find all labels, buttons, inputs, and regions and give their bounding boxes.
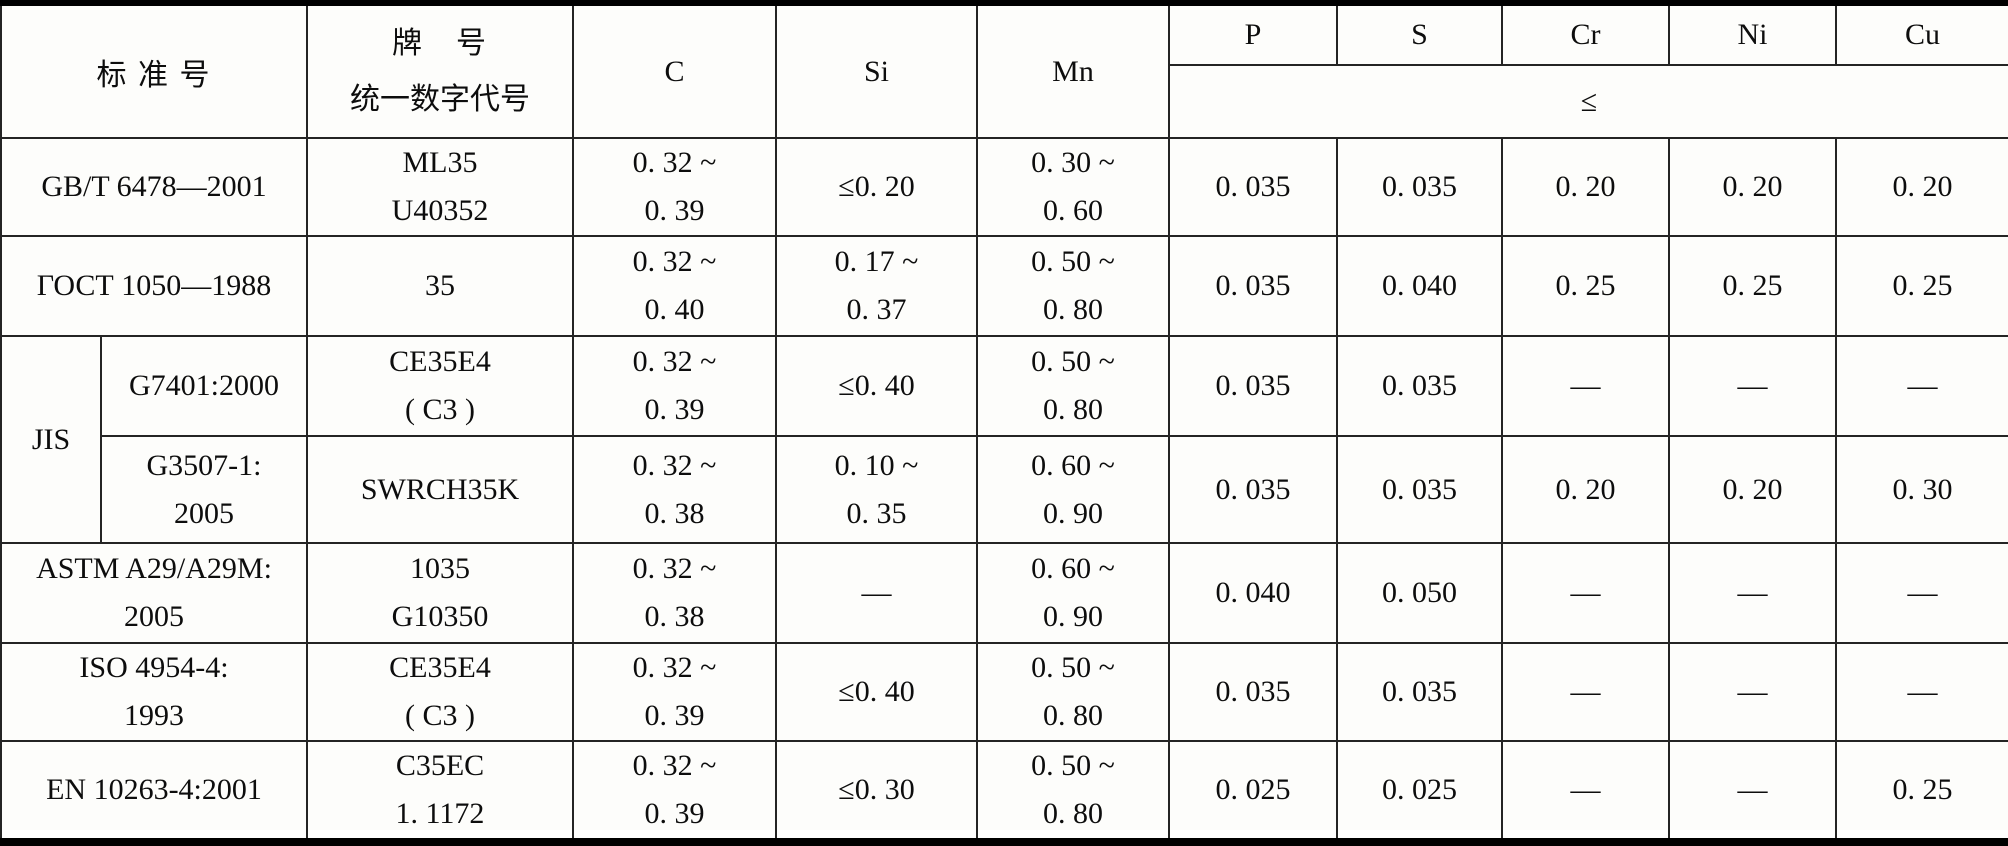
cell-s: 0. 035 xyxy=(1336,335,1503,437)
cell-standard: ГОСТ 1050—1988 xyxy=(0,235,308,337)
cell-standard: G3507-1: 2005 xyxy=(100,435,308,544)
cell-mn: 0. 50 ~ 0. 80 xyxy=(976,642,1170,742)
header-grade-line1: 牌 号 xyxy=(392,26,488,60)
cell-standard: ASTM A29/A29M: 2005 xyxy=(0,542,308,644)
cell-cu: 0. 25 xyxy=(1835,740,2008,843)
cell-s: 0. 035 xyxy=(1336,435,1503,544)
cell-ni: 0. 20 xyxy=(1668,435,1837,544)
cell-standard-group: JIS xyxy=(0,335,102,544)
cell-cr: 0. 20 xyxy=(1501,137,1670,237)
header-cu: Cu xyxy=(1835,2,2008,66)
cell-grade: SWRCH35K xyxy=(306,435,574,544)
header-grade-line2: 统一数字代号 xyxy=(350,82,530,116)
cell-c: 0. 32 ~ 0. 39 xyxy=(572,740,777,843)
header-si: Si xyxy=(775,2,978,139)
cell-p: 0. 035 xyxy=(1168,642,1338,742)
cell-si: ≤0. 40 xyxy=(775,642,978,742)
cell-mn: 0. 60 ~ 0. 90 xyxy=(976,542,1170,644)
header-row-limit: ≤ xyxy=(1,64,2008,139)
cell-si: — xyxy=(775,542,978,644)
cell-cu: 0. 30 xyxy=(1835,435,2008,544)
header-standard: 标 准 号 xyxy=(0,2,308,139)
cell-ni: — xyxy=(1668,642,1837,742)
cell-c: 0. 32 ~ 0. 38 xyxy=(572,435,777,544)
cell-s: 0. 040 xyxy=(1336,235,1503,337)
cell-p: 0. 035 xyxy=(1168,435,1338,544)
cell-c: 0. 32 ~ 0. 39 xyxy=(572,335,777,437)
cell-p: 0. 040 xyxy=(1168,542,1338,644)
cell-ni: — xyxy=(1668,542,1837,644)
cell-cr: — xyxy=(1501,335,1670,437)
cell-c: 0. 32 ~ 0. 39 xyxy=(572,137,777,237)
cell-ni: — xyxy=(1668,740,1837,843)
cell-standard: GB/T 6478—2001 xyxy=(0,137,308,237)
cell-p: 0. 035 xyxy=(1168,235,1338,337)
cell-c: 0. 32 ~ 0. 40 xyxy=(572,235,777,337)
cell-p: 0. 035 xyxy=(1168,137,1338,237)
cell-c: 0. 32 ~ 0. 39 xyxy=(572,642,777,742)
cell-grade: C35EC 1. 1172 xyxy=(306,740,574,843)
cell-c: 0. 32 ~ 0. 38 xyxy=(572,542,777,644)
cell-mn: 0. 30 ~ 0. 60 xyxy=(976,137,1170,237)
cell-standard: ISO 4954-4: 1993 xyxy=(0,642,308,742)
table-row: G3507-1: 2005 SWRCH35K 0. 32 ~ 0. 38 0. … xyxy=(1,435,2008,544)
header-p: P xyxy=(1168,2,1338,66)
cell-p: 0. 035 xyxy=(1168,335,1338,437)
cell-grade: CE35E4 ( C3 ) xyxy=(306,335,574,437)
cell-grade: CE35E4 ( C3 ) xyxy=(306,642,574,742)
cell-mn: 0. 50 ~ 0. 80 xyxy=(976,235,1170,337)
cell-ni: — xyxy=(1668,335,1837,437)
cell-standard: EN 10263-4:2001 xyxy=(0,740,308,843)
header-grade: 牌 号 统一数字代号 xyxy=(306,2,574,139)
cell-s: 0. 025 xyxy=(1336,740,1503,843)
header-max-symbol: ≤ xyxy=(1168,64,2008,139)
cell-si: ≤0. 30 xyxy=(775,740,978,843)
cell-cu: — xyxy=(1835,542,2008,644)
cell-cu: — xyxy=(1835,642,2008,742)
header-row-elements: 标 准 号 牌 号 统一数字代号 C Si Mn P S Cr Ni Cu xyxy=(0,2,2008,139)
cell-cr: — xyxy=(1501,740,1670,843)
cell-s: 0. 035 xyxy=(1336,642,1503,742)
cell-cr: — xyxy=(1501,642,1670,742)
cell-cu: 0. 20 xyxy=(1835,137,2008,237)
cell-cr: 0. 25 xyxy=(1501,235,1670,337)
cell-cr: — xyxy=(1501,542,1670,644)
header-s: S xyxy=(1336,2,1503,66)
cell-cu: — xyxy=(1835,335,2008,437)
cell-grade: 1035 G10350 xyxy=(306,542,574,644)
cell-ni: 0. 25 xyxy=(1668,235,1837,337)
cell-si: 0. 10 ~ 0. 35 xyxy=(775,435,978,544)
table-row: GB/T 6478—2001 ML35 U40352 0. 32 ~ 0. 39… xyxy=(0,137,2008,237)
header-ni: Ni xyxy=(1668,2,1837,66)
cell-standard: G7401:2000 xyxy=(100,335,308,437)
cell-grade: ML35 U40352 xyxy=(306,137,574,237)
cell-mn: 0. 50 ~ 0. 80 xyxy=(976,740,1170,843)
cell-s: 0. 035 xyxy=(1336,137,1503,237)
cell-cu: 0. 25 xyxy=(1835,235,2008,337)
cell-p: 0. 025 xyxy=(1168,740,1338,843)
cell-cr: 0. 20 xyxy=(1501,435,1670,544)
header-mn: Mn xyxy=(976,2,1170,139)
table-row: ГОСТ 1050—1988 35 0. 32 ~ 0. 40 0. 17 ~ … xyxy=(0,235,2008,337)
cell-grade: 35 xyxy=(306,235,574,337)
cell-si: ≤0. 40 xyxy=(775,335,978,437)
table-row: ASTM A29/A29M: 2005 1035 G10350 0. 32 ~ … xyxy=(0,542,2008,644)
table-row: EN 10263-4:2001 C35EC 1. 1172 0. 32 ~ 0.… xyxy=(0,740,2008,843)
cell-si: 0. 17 ~ 0. 37 xyxy=(775,235,978,337)
cell-s: 0. 050 xyxy=(1336,542,1503,644)
header-cr: Cr xyxy=(1501,2,1670,66)
table-row: ISO 4954-4: 1993 CE35E4 ( C3 ) 0. 32 ~ 0… xyxy=(0,642,2008,742)
cell-si: ≤0. 20 xyxy=(775,137,978,237)
cell-ni: 0. 20 xyxy=(1668,137,1837,237)
cell-mn: 0. 50 ~ 0. 80 xyxy=(976,335,1170,437)
table-row: JIS G7401:2000 CE35E4 ( C3 ) 0. 32 ~ 0. … xyxy=(0,335,2008,544)
header-c: C xyxy=(572,2,777,139)
cell-mn: 0. 60 ~ 0. 90 xyxy=(976,435,1170,544)
